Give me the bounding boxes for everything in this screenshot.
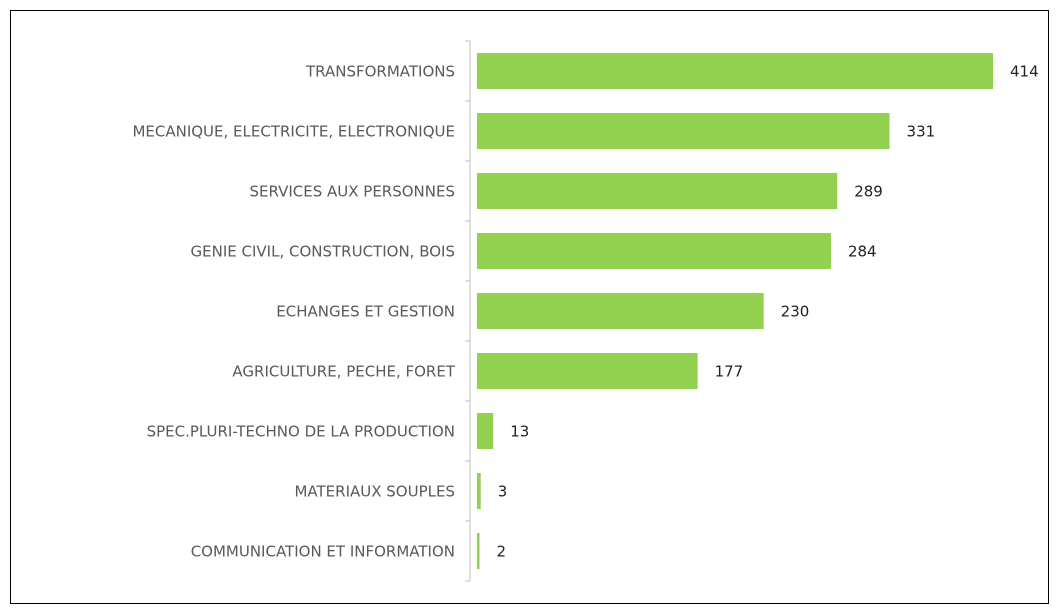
data-label: 177 (715, 363, 744, 381)
category-label: COMMUNICATION ET INFORMATION (191, 543, 455, 561)
category-label: SPEC.PLURI-TECHNO DE LA PRODUCTION (147, 423, 455, 441)
category-label: AGRICULTURE, PECHE, FORET (232, 363, 455, 381)
category-label: MECANIQUE, ELECTRICITE, ELECTRONIQUE (132, 123, 455, 141)
data-label: 2 (496, 543, 506, 561)
category-label: MATERIAUX SOUPLES (294, 483, 455, 501)
category-label: SERVICES AUX PERSONNES (249, 183, 455, 201)
category-label: TRANSFORMATIONS (305, 63, 455, 81)
category-label: GENIE CIVIL, CONSTRUCTION, BOIS (191, 243, 455, 261)
data-label: 414 (1010, 63, 1039, 81)
data-label: 3 (498, 483, 508, 501)
bar (477, 173, 838, 209)
category-label: ECHANGES ET GESTION (276, 303, 455, 321)
bar (477, 353, 698, 389)
bar (477, 533, 480, 569)
data-label: 289 (854, 183, 883, 201)
bar (477, 473, 481, 509)
data-label: 13 (510, 423, 529, 441)
bar (477, 53, 993, 89)
bar (477, 233, 831, 269)
data-label: 284 (848, 243, 877, 261)
bar (477, 293, 764, 329)
bar (477, 113, 890, 149)
data-label: 230 (781, 303, 810, 321)
data-label: 331 (907, 123, 936, 141)
bar (477, 413, 494, 449)
